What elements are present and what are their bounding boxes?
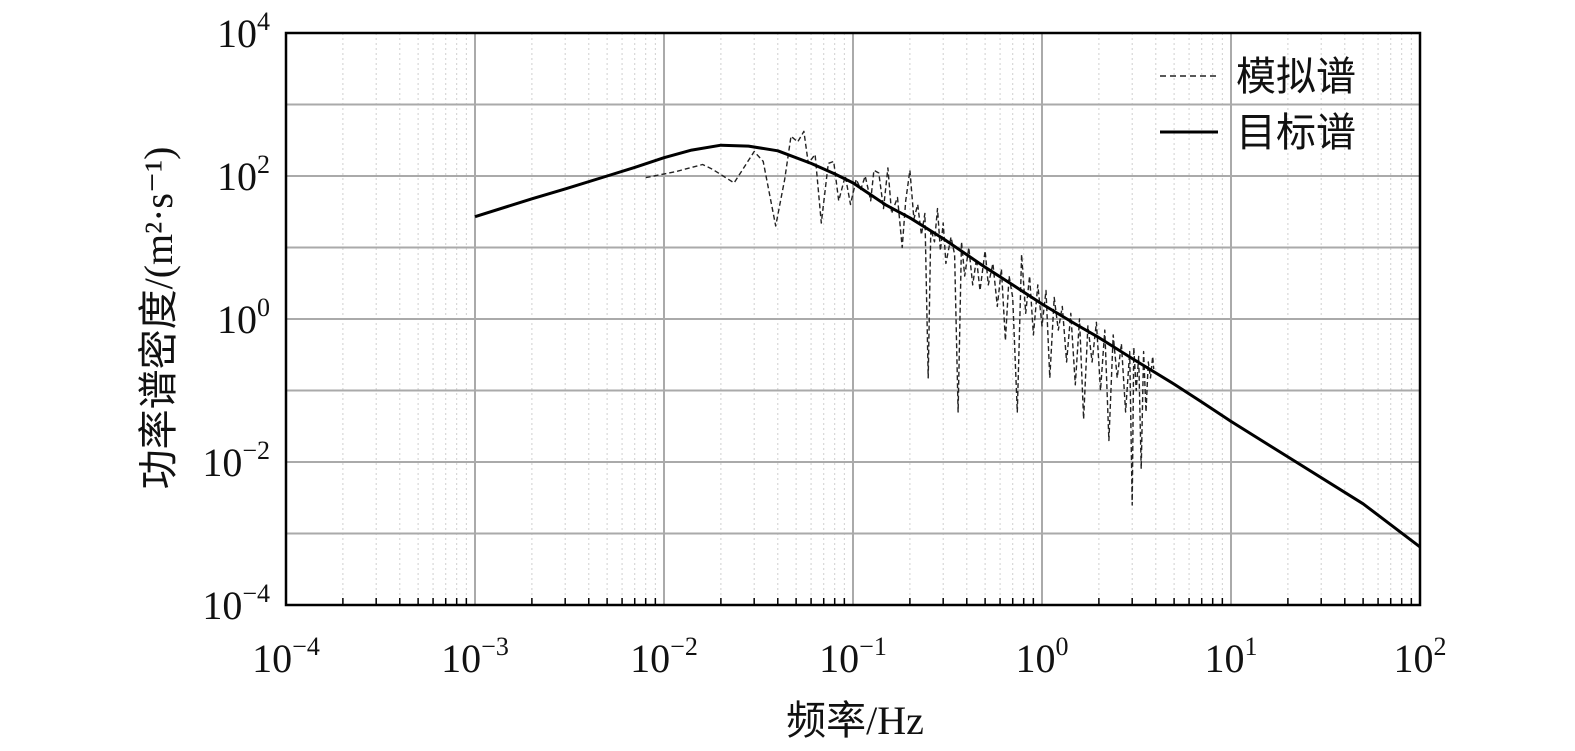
x-tick-label: 100 bbox=[1016, 632, 1069, 681]
y-tick-label: 104 bbox=[217, 7, 270, 56]
x-tick-label: 10−3 bbox=[441, 632, 509, 681]
x-tick-label: 10−2 bbox=[630, 632, 698, 681]
x-tick-label: 102 bbox=[1394, 632, 1447, 681]
y-tick-label: 102 bbox=[217, 150, 270, 199]
legend: 模拟谱 目标谱 bbox=[1160, 54, 1356, 155]
x-tick-labels: 10−4 10−3 10−2 10−1 100 101 102 bbox=[252, 632, 1446, 681]
x-axis-title: 频率/Hz bbox=[786, 698, 924, 743]
series-line-target bbox=[474, 143, 1421, 549]
y-tick-label: 100 bbox=[217, 293, 270, 342]
y-tick-labels: 10−4 10−2 100 102 104 bbox=[202, 7, 270, 628]
series-line-simulated bbox=[645, 130, 1155, 506]
y-tick-label: 10−2 bbox=[202, 436, 270, 485]
x-tick-label: 101 bbox=[1205, 632, 1258, 681]
y-tick-label: 10−4 bbox=[202, 579, 270, 628]
legend-label-simulated: 模拟谱 bbox=[1236, 54, 1356, 99]
plot-frame bbox=[284, 31, 1422, 607]
x-tick-label: 10−4 bbox=[252, 632, 320, 681]
legend-label-target: 目标谱 bbox=[1236, 110, 1356, 155]
x-tick-label: 10−1 bbox=[819, 632, 887, 681]
y-axis-title: 功率谱密度/(m²·s⁻¹) bbox=[136, 147, 181, 490]
series-layer bbox=[474, 130, 1421, 549]
